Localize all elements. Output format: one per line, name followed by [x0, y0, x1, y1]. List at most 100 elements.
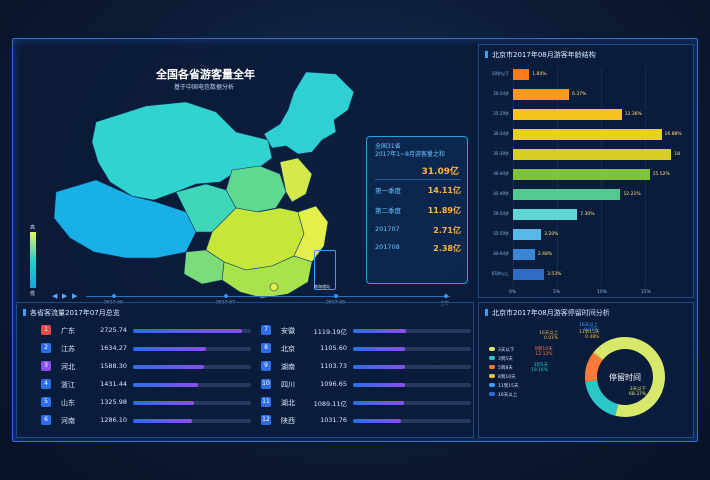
donut-slice-label: 3到5天 19.16%	[531, 363, 549, 373]
timeline-dot-1[interactable]	[224, 294, 228, 298]
legend-swatch	[489, 356, 495, 360]
donut-slice-label: 16天以上 0.01%	[539, 331, 559, 341]
stats-header: 全国31省 2017年1~8月游客量之和	[375, 143, 445, 159]
province-row[interactable]: 6 河南 1286.10	[41, 415, 251, 427]
province-value: 1096.65	[320, 380, 347, 388]
stats-row-value: 2.71亿	[433, 226, 461, 235]
legend-low-label: 低	[30, 291, 36, 297]
legend-swatch	[489, 383, 495, 387]
rank-badge: 11	[261, 397, 271, 407]
bar-value-label: 12.36%	[624, 112, 642, 117]
bar-row: 35-39岁 18	[483, 149, 689, 161]
donut-slice[interactable]	[585, 353, 603, 382]
duration-donut-chart[interactable]: 停留时间	[565, 327, 685, 427]
province-value: 1089.11亿	[313, 400, 347, 408]
province-name: 河南	[61, 417, 75, 425]
province-row[interactable]: 4 浙江 1431.44	[41, 379, 251, 391]
province-row[interactable]: 8 北京 1105.60	[261, 343, 471, 355]
bar-category-label: 65岁以上	[491, 271, 509, 276]
timeline-dot-0[interactable]	[112, 294, 116, 298]
bar[interactable]	[513, 89, 570, 100]
bar[interactable]	[513, 269, 545, 280]
map-panel: 全国各省游客量全年 基于中国电信数据分析 南海诸岛 高 低 ◀ ▶ ▶ 2017…	[16, 44, 474, 307]
bar-value-label: 3.20%	[544, 232, 559, 237]
province-row[interactable]: 3 河北 1588.30	[41, 361, 251, 373]
donut-slice[interactable]	[593, 352, 604, 360]
legend-label: 3天以下	[498, 348, 515, 353]
province-name: 河北	[61, 363, 75, 371]
progress-fill	[133, 401, 195, 405]
province-row[interactable]: 1 广东 2725.74	[41, 325, 251, 337]
bar-row: 65岁以上 3.53%	[483, 269, 689, 281]
province-row[interactable]: 5 山东 1325.98	[41, 397, 251, 409]
stats-row-value: 14.11亿	[427, 186, 461, 195]
province-name: 陕西	[281, 417, 295, 425]
progress-fill	[133, 419, 192, 423]
legend-item[interactable]: 11到15天	[489, 383, 518, 389]
timeline-dot-2[interactable]	[334, 294, 338, 298]
legend-item[interactable]: 16天以上	[489, 392, 517, 398]
province-row[interactable]: 9 湖南 1103.73	[261, 361, 471, 373]
donut-slice[interactable]	[593, 337, 665, 417]
stats-row-value: 11.89亿	[427, 206, 461, 215]
donut-slice[interactable]	[592, 352, 604, 361]
bar[interactable]	[513, 189, 621, 200]
legend-item[interactable]: 3到5天	[489, 356, 513, 362]
province-name: 湖南	[281, 363, 295, 371]
bar[interactable]	[513, 109, 622, 120]
bar-value-label: 18	[674, 152, 681, 157]
legend-label: 11到15天	[498, 384, 519, 389]
panel-title: 北京市2017年08月游客停留时间分析	[485, 308, 610, 318]
bar-value-label: 3.53%	[547, 272, 562, 277]
legend-gradient	[30, 232, 36, 288]
province-row[interactable]: 2 江苏 1634.27	[41, 343, 251, 355]
legend-item[interactable]: 8到10天	[489, 374, 516, 380]
province-row[interactable]: 7 安徽 1119.19亿	[261, 325, 471, 337]
bar[interactable]	[513, 169, 650, 180]
china-map[interactable]	[36, 62, 376, 302]
rank-badge: 7	[261, 325, 271, 335]
province-value: 1588.30	[100, 362, 127, 370]
rank-badge: 6	[41, 415, 51, 425]
bar-category-label: 55-59岁	[493, 231, 509, 236]
map-subtitle: 基于中国电信数据分析	[174, 84, 235, 91]
province-name: 四川	[281, 381, 295, 389]
rank-badge: 9	[261, 361, 271, 371]
province-row[interactable]: 11 湖北 1089.11亿	[261, 397, 471, 409]
next-icon[interactable]: ▶	[72, 292, 78, 300]
donut-slice[interactable]	[585, 380, 619, 416]
progress-track	[353, 347, 471, 351]
progress-fill	[353, 347, 405, 351]
bar-category-label: 35-39岁	[493, 151, 509, 156]
progress-track	[133, 383, 251, 387]
timeline-track[interactable]	[86, 296, 450, 297]
donut-slice[interactable]	[593, 352, 604, 360]
stats-header-line2: 2017年1~8月游客量之和	[375, 151, 445, 158]
donut-slice-label: 16天以上 0.01%	[579, 323, 599, 333]
bar[interactable]	[513, 129, 662, 140]
bar[interactable]	[513, 69, 530, 80]
province-flow-panel: 各省客流量2017年07月总览 1 广东 2725.74 2 江苏 1634.27 3 河北 1…	[16, 302, 474, 438]
province-value: 1103.73	[320, 362, 347, 370]
bar[interactable]	[513, 229, 542, 240]
bar-row: 20-24岁 6.37%	[483, 89, 689, 101]
timeline-dot-3[interactable]	[444, 294, 448, 298]
legend-item[interactable]: 3天以下	[489, 347, 514, 353]
progress-fill	[133, 347, 207, 351]
province-value: 1325.98	[100, 398, 127, 406]
prev-icon[interactable]: ◀	[52, 292, 58, 300]
progress-track	[133, 365, 251, 369]
province-value: 1031.76	[320, 416, 347, 424]
legend-item[interactable]: 5到8天	[489, 365, 513, 371]
age-panel-title: 北京市2017年08月游客年龄结构	[492, 51, 596, 59]
play-icon[interactable]: ▶	[62, 292, 68, 300]
bar[interactable]	[513, 209, 578, 220]
province-value: 1105.60	[320, 344, 347, 352]
bar[interactable]	[513, 249, 535, 260]
bar[interactable]	[513, 149, 672, 160]
bar-row: 40-44岁 15.52%	[483, 169, 689, 181]
province-row[interactable]: 12 陕西 1031.76	[261, 415, 471, 427]
province-row[interactable]: 10 四川 1096.65	[261, 379, 471, 391]
stats-row-label: 201708	[375, 243, 400, 251]
legend-swatch	[489, 374, 495, 378]
